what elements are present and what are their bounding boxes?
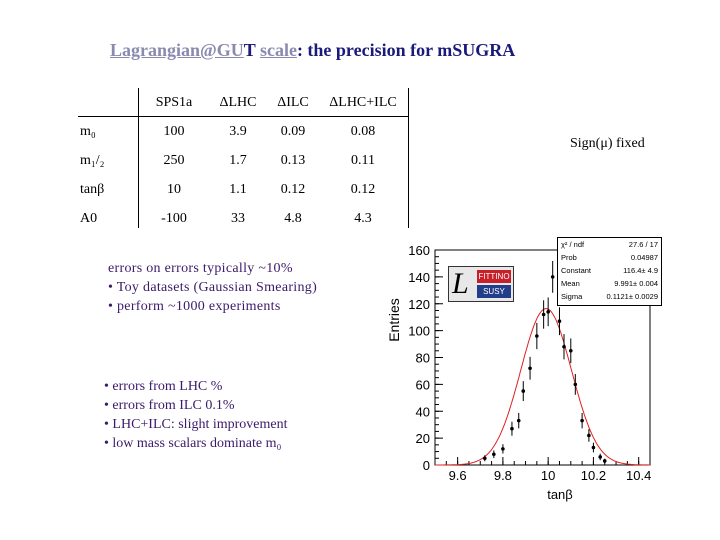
- title-link-lagrangian[interactable]: Lagrangian@GU: [110, 40, 244, 60]
- table-cell: 1.7: [229, 152, 247, 168]
- table-cell: 0.12: [280, 181, 306, 197]
- y-tick-label: 100: [408, 324, 430, 339]
- title-text-rest: : the precision for mSUGRA: [296, 40, 516, 60]
- y-tick-label: 120: [408, 297, 430, 312]
- parameter-table: SPS1a ΔLHC ΔILC ΔLHC+ILC m₀ 100 3.9 0.09…: [78, 88, 408, 233]
- y-tick-label: 160: [408, 243, 430, 258]
- x-tick-label: 9.6: [449, 468, 467, 483]
- data-point: [501, 447, 505, 451]
- y-tick-label: 80: [416, 351, 430, 366]
- data-point: [602, 459, 607, 463]
- y-tick-label: 140: [408, 270, 430, 285]
- x-tick-label: 10: [541, 468, 555, 483]
- table-header: ΔLHC+ILC: [329, 94, 397, 110]
- table-cell: 4.8: [284, 210, 302, 226]
- y-tick-label: 20: [416, 431, 430, 446]
- y-axis-label: Entries: [386, 298, 402, 342]
- table-cell: 4.3: [354, 210, 372, 226]
- table-cell: 0.09: [280, 123, 306, 139]
- stats-row: Constant 116.4± 4.9: [561, 266, 658, 275]
- histogram-plot: 0 20 40 60 80 100 120 140 160 9.6 9.8 10 10.2 10.4 tan…: [386, 243, 651, 502]
- table-cell: 0.11: [351, 152, 375, 168]
- table-header: ΔILC: [277, 94, 309, 110]
- table-header-row: SPS1a ΔLHC ΔILC ΔLHC+ILC: [78, 88, 408, 117]
- data-point: [541, 312, 546, 317]
- table-cell: 0.12: [350, 181, 376, 197]
- table-cell: m₁/₂: [80, 152, 105, 168]
- title-link-scale[interactable]: scale: [259, 40, 297, 60]
- data-point: [535, 334, 539, 338]
- x-tick-label: 9.8: [494, 468, 512, 483]
- table-header: SPS1a: [155, 94, 193, 110]
- table-divider: [138, 88, 139, 228]
- table-divider: [408, 88, 409, 228]
- data-point: [510, 426, 514, 431]
- notes-bottom: • errors from LHC % • errors from ILC 0.…: [104, 377, 288, 453]
- table-cell: 250: [163, 152, 185, 168]
- data-point: [591, 445, 596, 450]
- table-cell: 33: [231, 210, 245, 226]
- notes-top: errors on errors typically ~10% • Toy da…: [108, 259, 317, 316]
- data-point: [492, 452, 496, 457]
- table-header: ΔLHC: [219, 94, 257, 110]
- note-line: • Toy datasets (Gaussian Smearing): [108, 280, 318, 295]
- data-point: [521, 389, 526, 393]
- data-point: [587, 433, 591, 438]
- table-cell: A0: [80, 210, 98, 226]
- data-point: [557, 319, 562, 324]
- stats-row: Prob 0.04987: [561, 253, 658, 262]
- fit-curve: [435, 308, 650, 466]
- x-axis-label: tanβ: [547, 487, 573, 502]
- title-text-t: T: [243, 40, 256, 60]
- table-row: m₁/₂ 250 1.7 0.13 0.11: [78, 146, 408, 175]
- page-title: Lagrangian@GUT scale: the precision for …: [110, 40, 515, 61]
- table-divider: [78, 116, 408, 117]
- table-cell: 3.9: [229, 123, 247, 139]
- data-point: [550, 275, 555, 279]
- data-point: [573, 382, 578, 387]
- data-point: [546, 310, 550, 314]
- data-point: [482, 456, 487, 461]
- stats-row: Sigma 0.1121± 0.0029: [561, 292, 658, 301]
- data-point: [568, 348, 573, 353]
- data-point: [528, 366, 532, 371]
- note-line: • LHC+ILC: slight improvement: [104, 417, 288, 432]
- y-tick-label: 60: [416, 377, 430, 392]
- note-line: • errors from LHC %: [104, 379, 223, 394]
- table-row: m₀ 100 3.9 0.09 0.08: [78, 117, 408, 146]
- note-line: • low mass scalars dominate m₀: [104, 436, 282, 451]
- table-cell: 100: [163, 123, 185, 139]
- table-cell: m₀: [80, 123, 96, 139]
- table-header: [78, 88, 140, 117]
- note-line: • perform ~1000 experiments: [108, 299, 281, 314]
- stats-box: χ² / ndf 27.6 / 17 Prob 0.04987 Constant 11…: [557, 237, 662, 306]
- fittino-logo: L FITTINO SUSY: [448, 266, 514, 302]
- table-cell: tanβ: [80, 181, 105, 197]
- stats-row: χ² / ndf 27.6 / 17: [561, 240, 658, 249]
- stats-row: Mean 9.991± 0.004: [561, 279, 658, 288]
- data-point: [562, 344, 566, 349]
- table-cell: 10: [167, 181, 181, 197]
- x-tick-label: 10.4: [626, 468, 651, 483]
- table-cell: -100: [161, 210, 187, 226]
- data-point: [516, 418, 521, 423]
- y-tick-label: 0: [423, 458, 430, 473]
- table-cell: 0.08: [350, 123, 376, 139]
- data-point: [598, 455, 603, 459]
- table-row: A0 -100 33 4.8 4.3: [78, 204, 408, 233]
- sign-mu-note: Sign(μ) fixed: [570, 136, 645, 151]
- x-tick-label: 10.2: [581, 468, 606, 483]
- table-cell: 1.1: [229, 181, 247, 197]
- note-line: errors on errors typically ~10%: [108, 261, 293, 276]
- y-tick-label: 40: [416, 404, 430, 419]
- data-point: [580, 418, 584, 423]
- note-line: • errors from ILC 0.1%: [104, 398, 235, 413]
- table-row: tanβ 10 1.1 0.12 0.12: [78, 175, 408, 204]
- table-cell: 0.13: [280, 152, 306, 168]
